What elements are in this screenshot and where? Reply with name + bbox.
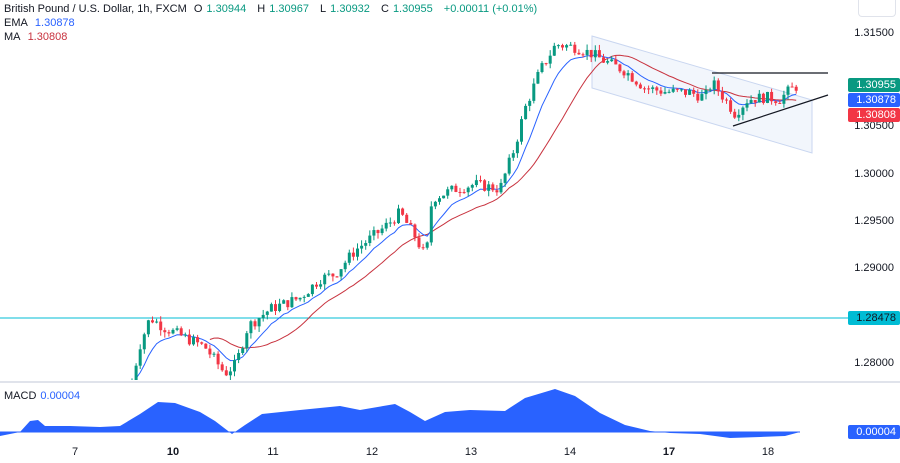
- macd-legend-value: 0.00004: [40, 390, 81, 402]
- close-value: 1.30955: [392, 3, 433, 15]
- price-tick: 1.29500: [854, 215, 894, 227]
- ema-legend[interactable]: EMA 1.30878: [4, 17, 75, 29]
- change-value: +0.00011 (+0.01%): [443, 3, 538, 15]
- price-tick: 1.29000: [854, 262, 894, 274]
- macd-area: [0, 389, 800, 438]
- symbol-title[interactable]: British Pound / U.S. Dollar, 1h, FXCM: [4, 3, 187, 15]
- time-tick: 18: [761, 446, 775, 458]
- ma-legend[interactable]: MA 1.30808: [4, 31, 68, 43]
- price-tick: 1.28000: [854, 357, 894, 369]
- ma-price-label: 1.30808: [848, 108, 900, 122]
- candlesticks: [130, 41, 798, 383]
- price-tick: 1.31500: [854, 27, 894, 39]
- hline-price-label: 1.28478: [848, 311, 900, 325]
- price-tick: 1.30500: [854, 120, 894, 132]
- ma-value: 1.30808: [27, 31, 68, 43]
- triangle-support-line[interactable]: [732, 94, 829, 127]
- scale-corner-box: [858, 0, 896, 17]
- low-value: 1.30932: [330, 3, 370, 15]
- macd-legend[interactable]: MACD 0.00004: [4, 390, 81, 402]
- macd-value-label: 0.00004: [848, 425, 900, 439]
- ma-line: [209, 54, 797, 349]
- close-price-label: 1.30955: [848, 78, 900, 92]
- time-tick: 7: [71, 446, 79, 458]
- time-tick: 14: [563, 446, 577, 458]
- time-tick: 13: [464, 446, 478, 458]
- open-value: 1.30944: [206, 3, 247, 15]
- price-tick: 1.30000: [854, 168, 894, 180]
- time-tick: 17: [662, 446, 676, 458]
- time-tick: 12: [365, 446, 379, 458]
- time-tick: 11: [267, 446, 279, 458]
- time-tick: 10: [166, 446, 180, 458]
- ema-value: 1.30878: [34, 17, 75, 29]
- high-value: 1.30967: [269, 3, 309, 15]
- ema-price-label: 1.30878: [848, 93, 900, 107]
